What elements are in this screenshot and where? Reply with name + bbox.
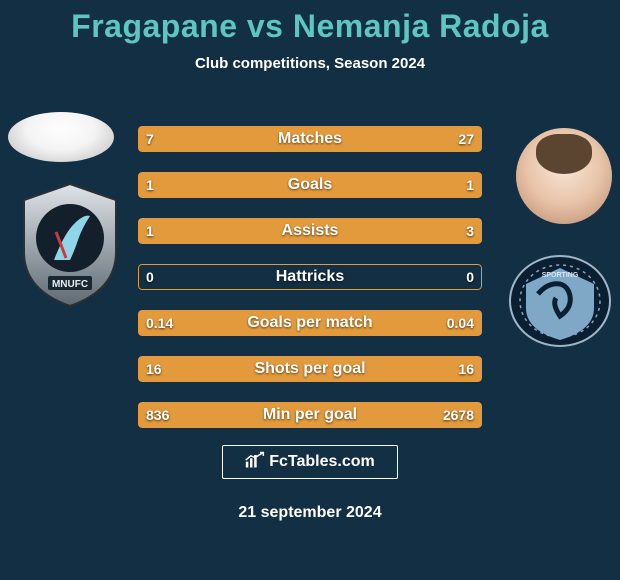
subtitle: Club competitions, Season 2024 — [0, 55, 620, 72]
stats-bars: Matches727Goals11Assists13Hattricks00Goa… — [138, 126, 482, 448]
stat-value-right: 1 — [466, 172, 474, 198]
stat-value-right: 2678 — [443, 402, 474, 428]
stat-label: Goals — [138, 172, 482, 198]
page-title: Fragapane vs Nemanja Radoja — [0, 0, 620, 45]
stat-value-left: 1 — [146, 172, 154, 198]
stat-label: Hattricks — [138, 264, 482, 290]
player-right-avatar — [516, 128, 612, 224]
svg-text:MNUFC: MNUFC — [52, 279, 88, 290]
stat-value-right: 0 — [466, 264, 474, 290]
chart-icon — [245, 451, 265, 474]
stat-value-left: 836 — [146, 402, 169, 428]
stat-value-right: 0.04 — [447, 310, 474, 336]
club-left-logo: MNUFC — [20, 182, 120, 308]
stat-row: Hattricks0 0 — [138, 264, 482, 290]
stat-value-left: 16 — [146, 356, 162, 382]
footer-date: 21 september 2024 — [0, 504, 620, 522]
brand-badge: FcTables.com — [222, 445, 398, 479]
stat-value-left: 0 — [146, 264, 154, 290]
stat-value-right: 27 — [458, 126, 474, 152]
stat-label: Matches — [138, 126, 482, 152]
stat-row: Shots per goal16 16 — [138, 356, 482, 382]
stat-row: Min per goal836 2678 — [138, 402, 482, 428]
player-left-avatar — [8, 112, 114, 162]
stat-value-left: 0.14 — [146, 310, 173, 336]
stat-label: Min per goal — [138, 402, 482, 428]
stat-value-right: 3 — [466, 218, 474, 244]
stat-row: Assists1 3 — [138, 218, 482, 244]
stat-row: Goals1 1 — [138, 172, 482, 198]
stat-value-left: 1 — [146, 218, 154, 244]
stat-row: Matches7 27 — [138, 126, 482, 152]
stat-row: Goals per match0.14 0.04 — [138, 310, 482, 336]
stat-label: Goals per match — [138, 310, 482, 336]
svg-text:SPORTING: SPORTING — [542, 272, 579, 279]
stat-value-left: 7 — [146, 126, 154, 152]
stat-label: Shots per goal — [138, 356, 482, 382]
comparison-card: Fragapane vs Nemanja Radoja Club competi… — [0, 0, 620, 580]
stat-label: Assists — [138, 218, 482, 244]
club-right-logo: SPORTING — [508, 254, 612, 348]
stat-value-right: 16 — [458, 356, 474, 382]
brand-text: FcTables.com — [269, 453, 375, 471]
